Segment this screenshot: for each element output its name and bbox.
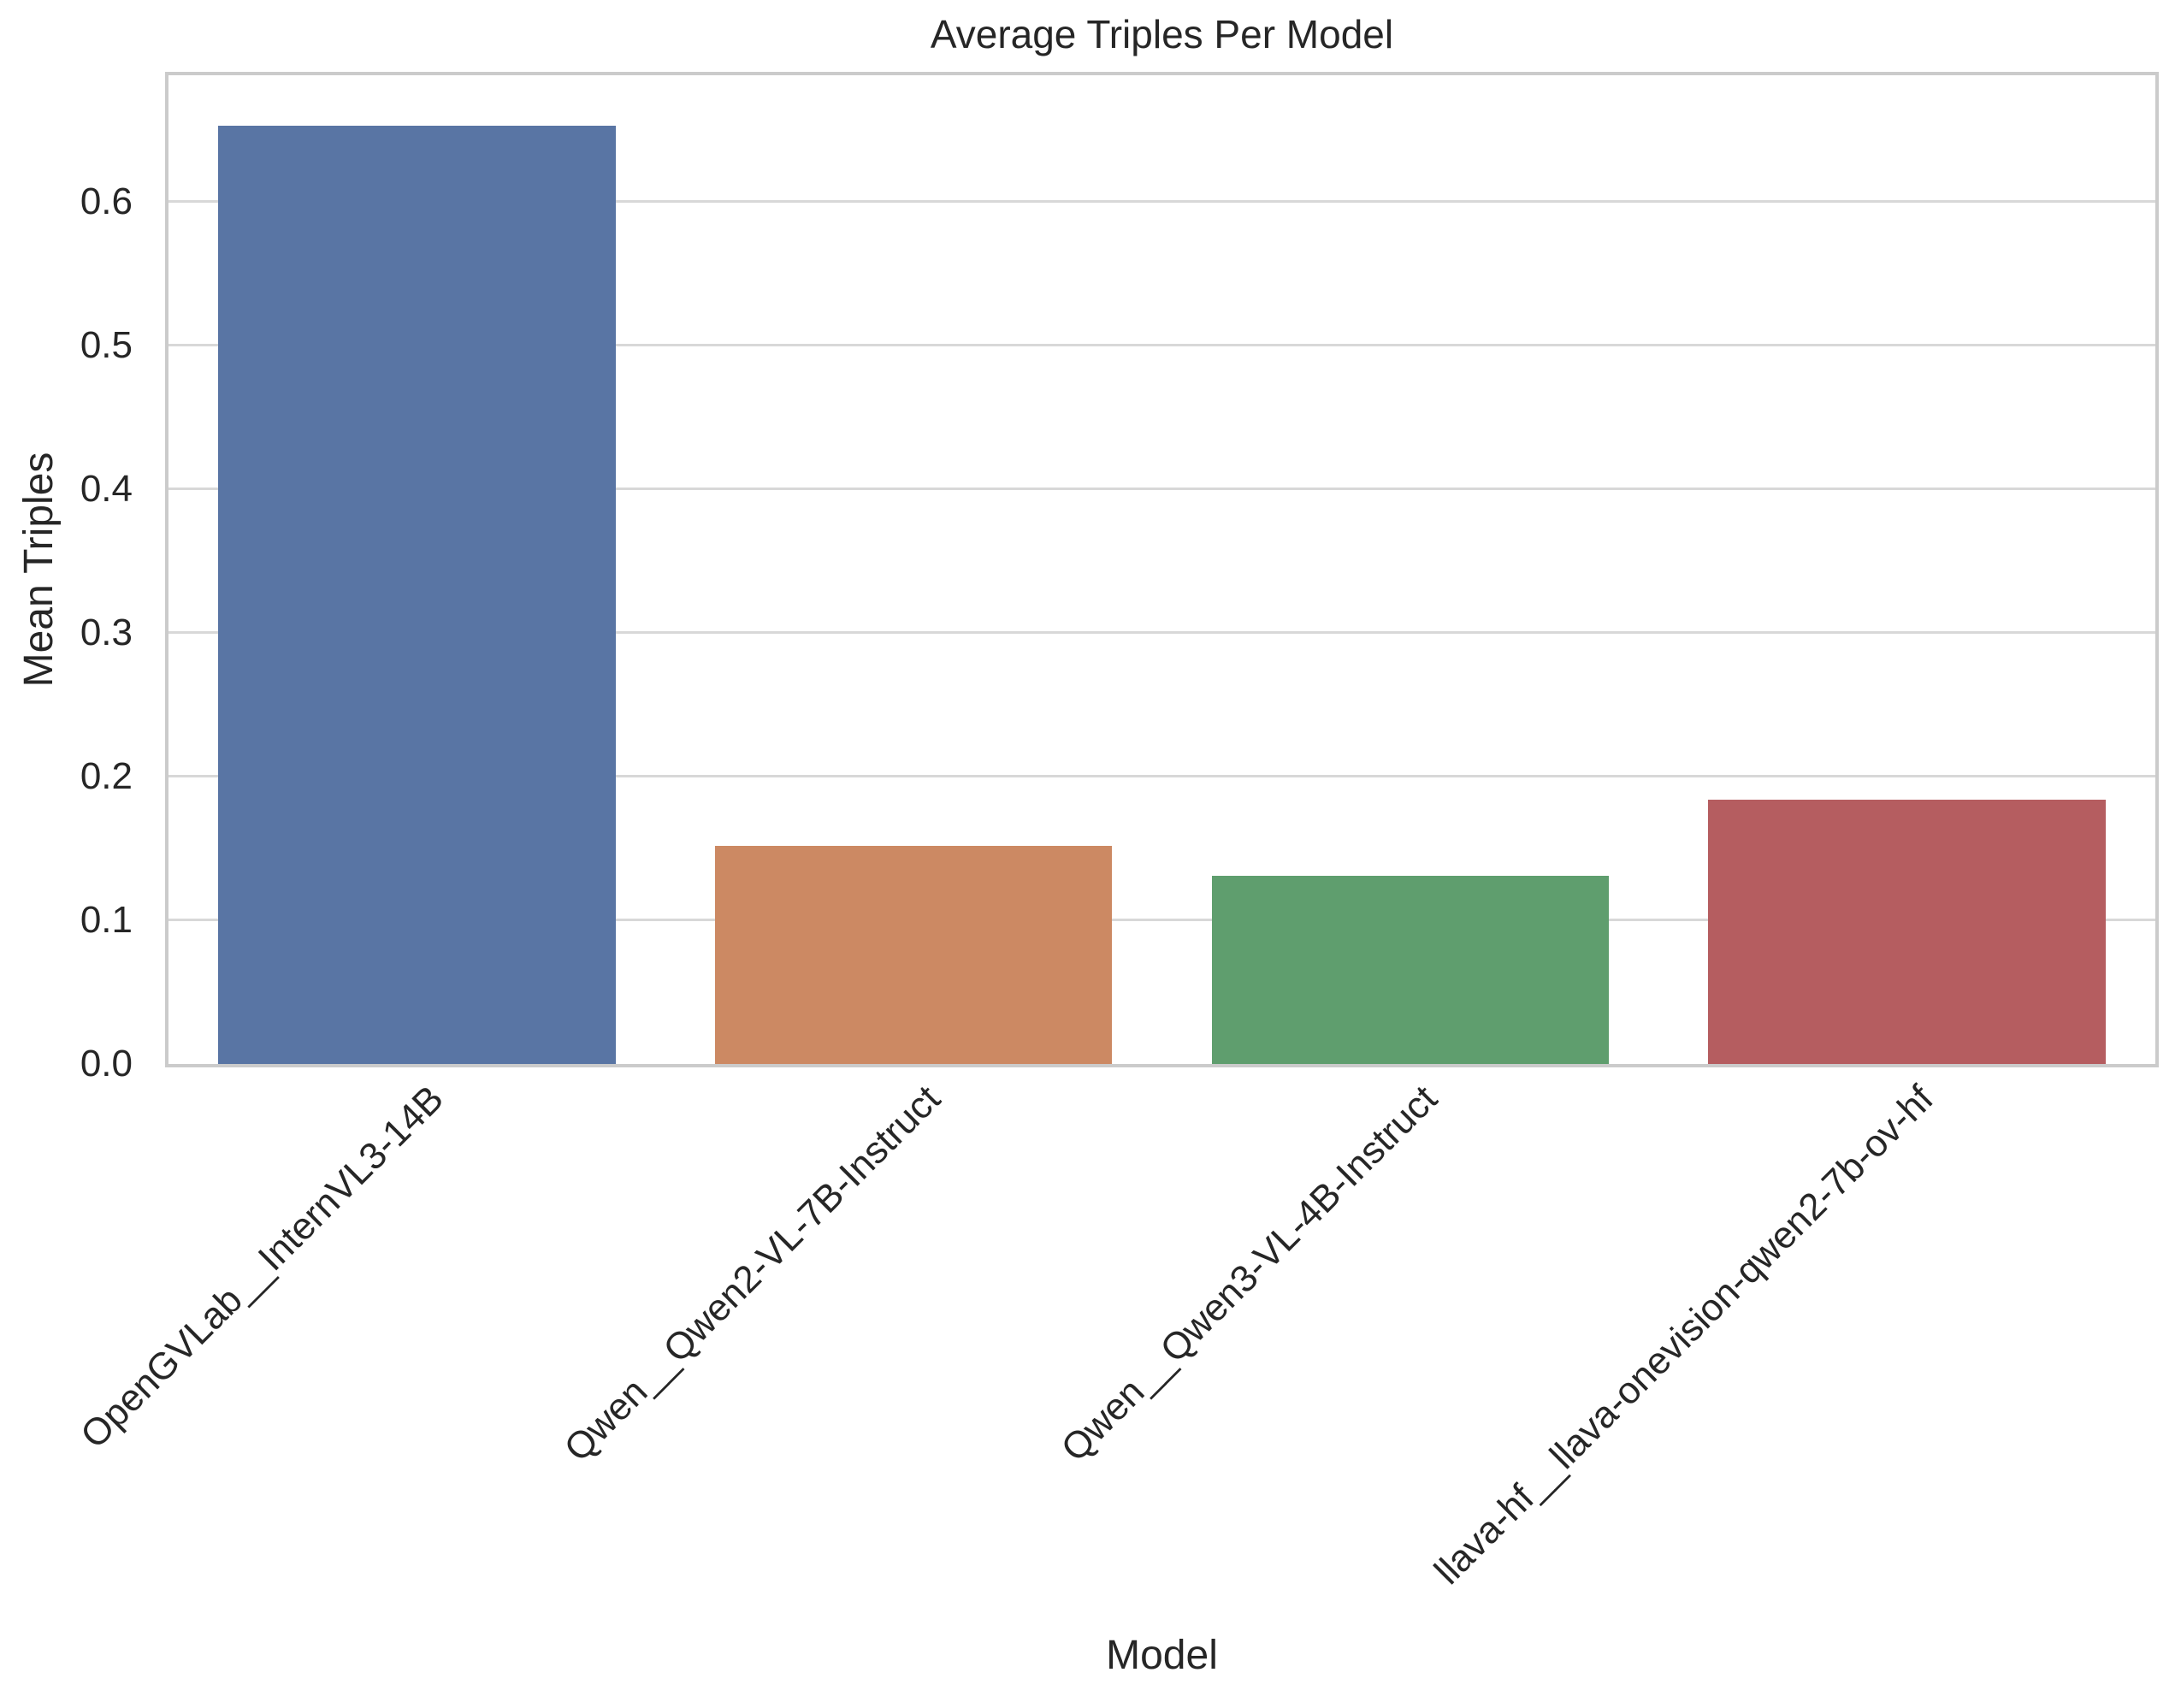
y-tick-label: 0.2 <box>80 754 133 797</box>
bar <box>218 125 616 1064</box>
chart-title: Average Triples Per Model <box>930 12 1394 56</box>
x-tick-label: OpenGVLab__InternVL3-14B <box>73 1078 452 1457</box>
plot-area <box>165 72 2159 1067</box>
bar <box>1211 875 1610 1064</box>
y-tick-label: 0.6 <box>80 180 133 222</box>
bar <box>1708 799 2106 1064</box>
y-tick-label: 0.4 <box>80 467 133 510</box>
x-tick-label: Qwen__Qwen2-VL-7B-Instruct <box>556 1078 949 1470</box>
gridline <box>168 488 2155 491</box>
gridline <box>168 775 2155 778</box>
y-tick-label: 0.5 <box>80 323 133 366</box>
x-tick-label: llava-hf__llava-onevision-qwen2-7b-ov-hf <box>1427 1078 1942 1593</box>
gridline <box>168 344 2155 347</box>
x-axis-label: Model <box>1106 1633 1218 1678</box>
x-tick-label: Qwen__Qwen3-VL-4B-Instruct <box>1053 1078 1445 1470</box>
gridline <box>168 919 2155 922</box>
bar <box>714 845 1113 1064</box>
y-tick-label: 0.3 <box>80 611 133 653</box>
y-tick-label: 0.0 <box>80 1043 133 1084</box>
gridline <box>168 631 2155 635</box>
gridline <box>168 200 2155 204</box>
y-tick-label: 0.1 <box>80 898 133 941</box>
